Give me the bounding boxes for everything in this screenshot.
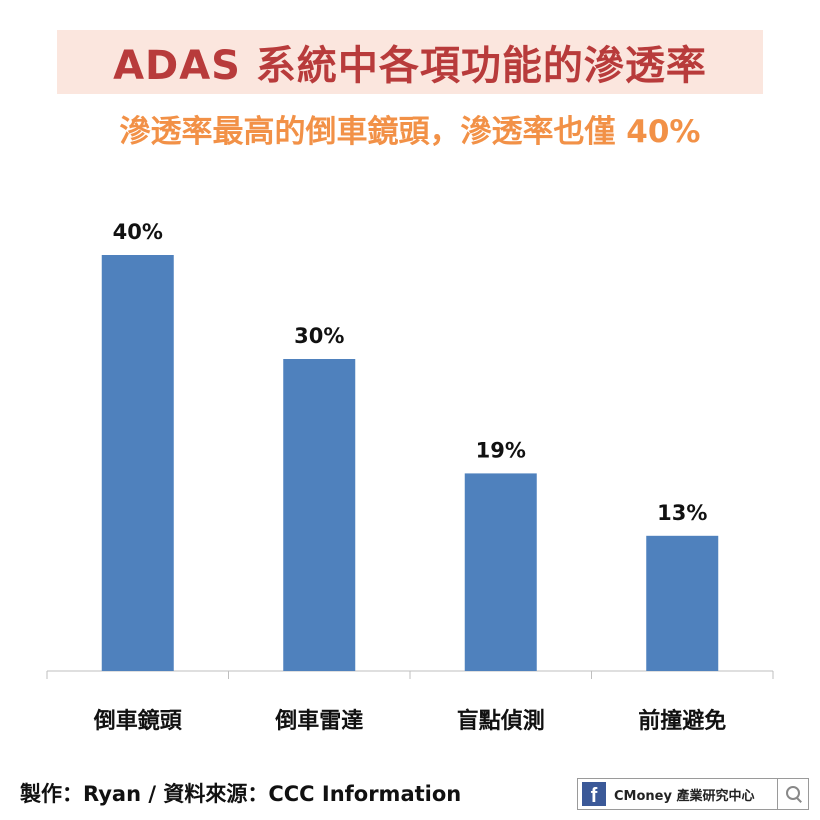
chart-subtitle: 滲透率最高的倒車鏡頭，滲透率也僅 40% xyxy=(119,114,701,150)
source-credit: 製作：Ryan / 資料來源：CCC Information xyxy=(20,782,462,806)
data-label: 13% xyxy=(657,501,707,525)
badge-divider xyxy=(777,779,778,809)
cmoney-badge[interactable]: f CMoney 產業研究中心 xyxy=(577,778,809,810)
title-banner: ADAS 系統中各項功能的滲透率 xyxy=(57,30,763,94)
bar xyxy=(101,255,174,671)
data-label: 30% xyxy=(294,324,344,348)
bar xyxy=(464,473,537,671)
facebook-icon: f xyxy=(582,782,606,806)
data-label: 19% xyxy=(476,438,526,462)
bar-chart: 40% 倒車鏡頭 30% 倒車雷達 19% 盲點偵測 13% 前撞避免 xyxy=(46,220,774,734)
category-label: 盲點偵測 xyxy=(457,708,545,734)
bar xyxy=(283,359,356,671)
category-label: 前撞避免 xyxy=(638,708,726,734)
data-label: 40% xyxy=(113,220,163,244)
badge-label: CMoney 產業研究中心 xyxy=(614,788,755,804)
chart-title: ADAS 系統中各項功能的滲透率 xyxy=(113,43,707,89)
bar xyxy=(646,535,719,671)
category-label: 倒車鏡頭 xyxy=(93,708,183,734)
category-label: 倒車雷達 xyxy=(274,708,363,734)
search-icon[interactable] xyxy=(778,779,808,809)
